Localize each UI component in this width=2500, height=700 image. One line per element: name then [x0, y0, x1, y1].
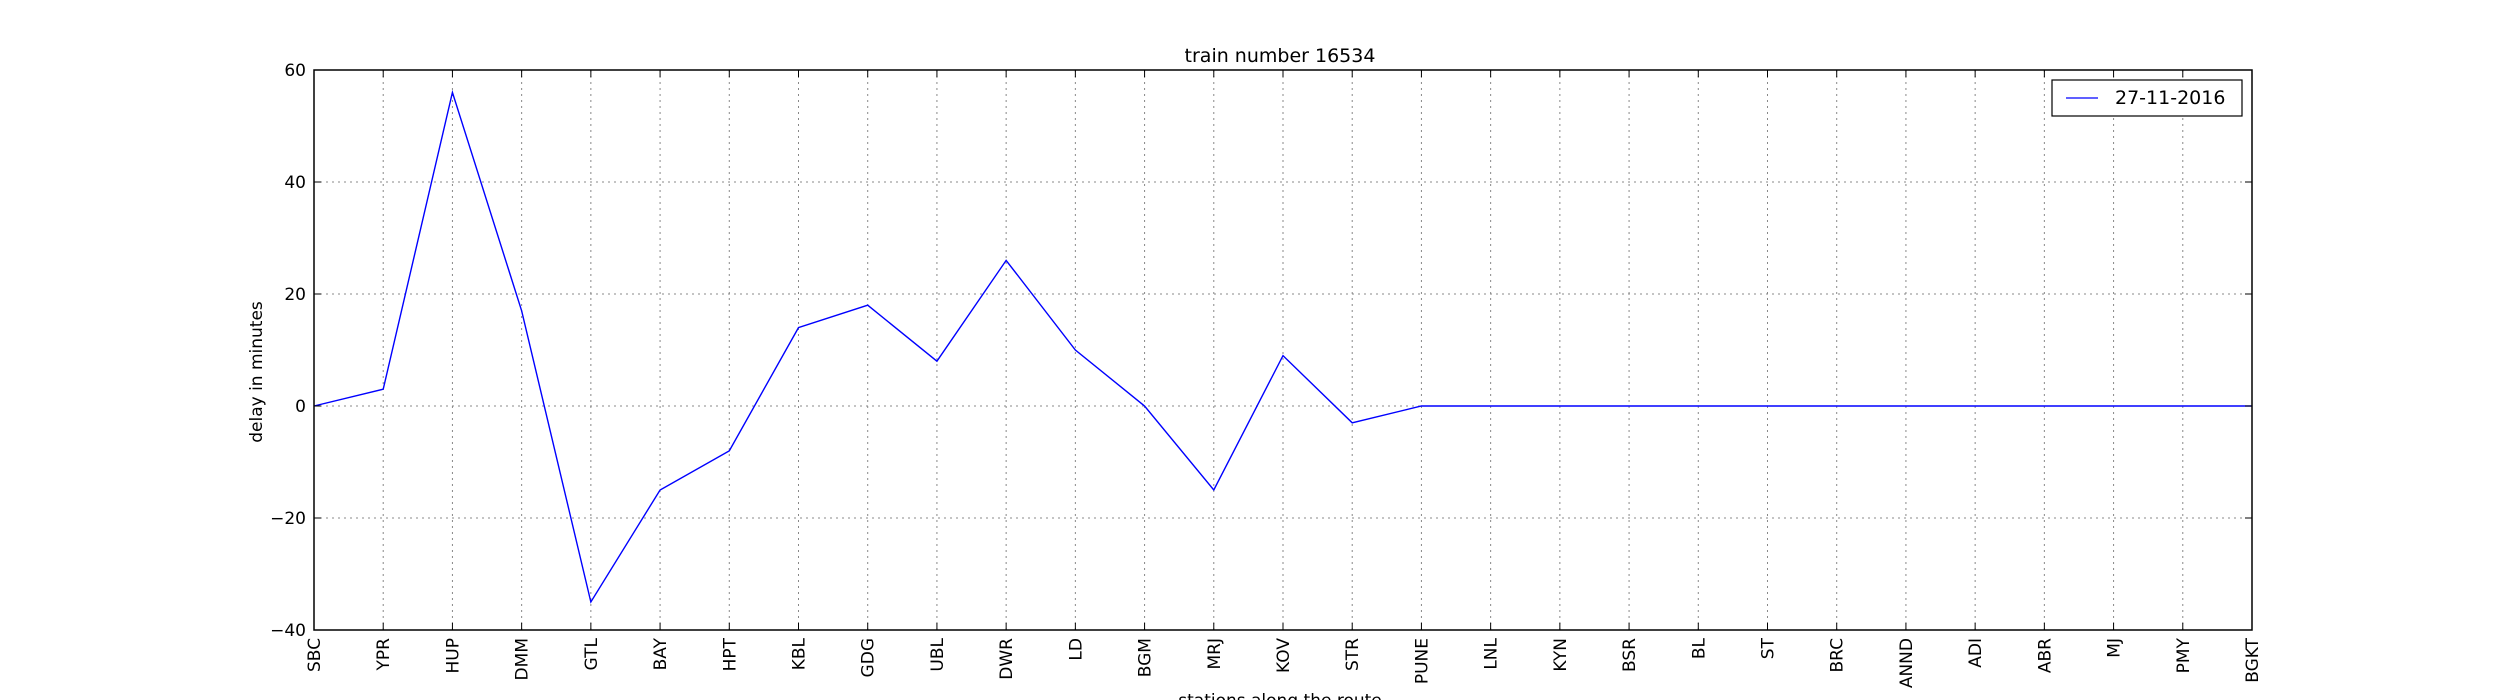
x-axis: SBC YPR HUP DMM GTL BAY HPT KBL GDG UBL DWR LD BGM MR…: [305, 70, 2263, 688]
x-tick-label: LD: [1066, 638, 1086, 661]
x-tick-label: MRJ: [1205, 638, 1225, 670]
y-tick-label: 40: [284, 173, 306, 193]
y-tick-label: 0: [295, 397, 306, 417]
x-tick-label: PMY: [2174, 637, 2194, 673]
x-tick-label: BRC: [1828, 638, 1848, 673]
legend-label: 27-11-2016: [2115, 87, 2225, 109]
x-tick-label: ANND: [1897, 638, 1917, 688]
x-tick-label: SBC: [305, 638, 325, 672]
x-tick-label: ABR: [2035, 638, 2055, 673]
y-tick-label: −40: [270, 621, 306, 641]
y-axis: −40 −20 0 20 40 60: [270, 61, 2252, 641]
x-tick-label: DWR: [997, 638, 1017, 680]
x-tick-label: PUNE: [1412, 638, 1432, 684]
y-tick-label: 20: [284, 285, 306, 305]
x-tick-label: BSR: [1620, 638, 1640, 672]
y-axis-label: delay in minutes: [247, 301, 267, 443]
x-tick-label: BGM: [1136, 638, 1156, 677]
x-tick-label: MJ: [2105, 638, 2125, 658]
x-tick-label: BGKT: [2243, 637, 2263, 682]
x-tick-label: LNL: [1482, 637, 1502, 669]
x-tick-label: BL: [1689, 637, 1709, 659]
x-axis-label: stations along the route: [1178, 691, 1382, 700]
x-tick-label: BAY: [651, 637, 671, 670]
legend: 27-11-2016: [2051, 79, 2243, 117]
x-tick-label: HPT: [720, 637, 740, 671]
x-tick-label: KBL: [790, 637, 810, 670]
x-tick-label: KOV: [1274, 638, 1294, 673]
x-tick-label: GDG: [859, 638, 879, 677]
x-tick-label: YPR: [374, 638, 394, 672]
y-tick-label: 60: [284, 61, 306, 81]
y-tick-label: −20: [270, 509, 306, 529]
x-tick-label: DMM: [513, 638, 533, 680]
x-tick-label: UBL: [928, 637, 948, 671]
x-tick-label: GTL: [582, 637, 602, 670]
x-tick-label: HUP: [443, 638, 463, 673]
x-tick-label: ST: [1759, 637, 1779, 659]
grid: [313, 69, 2253, 631]
data-series: [313, 89, 2253, 604]
x-tick-label: ADI: [1966, 638, 1986, 668]
chart-title: train number 16534: [1185, 45, 1376, 67]
x-tick-label: STR: [1343, 638, 1363, 671]
x-tick-label: KYN: [1551, 638, 1571, 672]
